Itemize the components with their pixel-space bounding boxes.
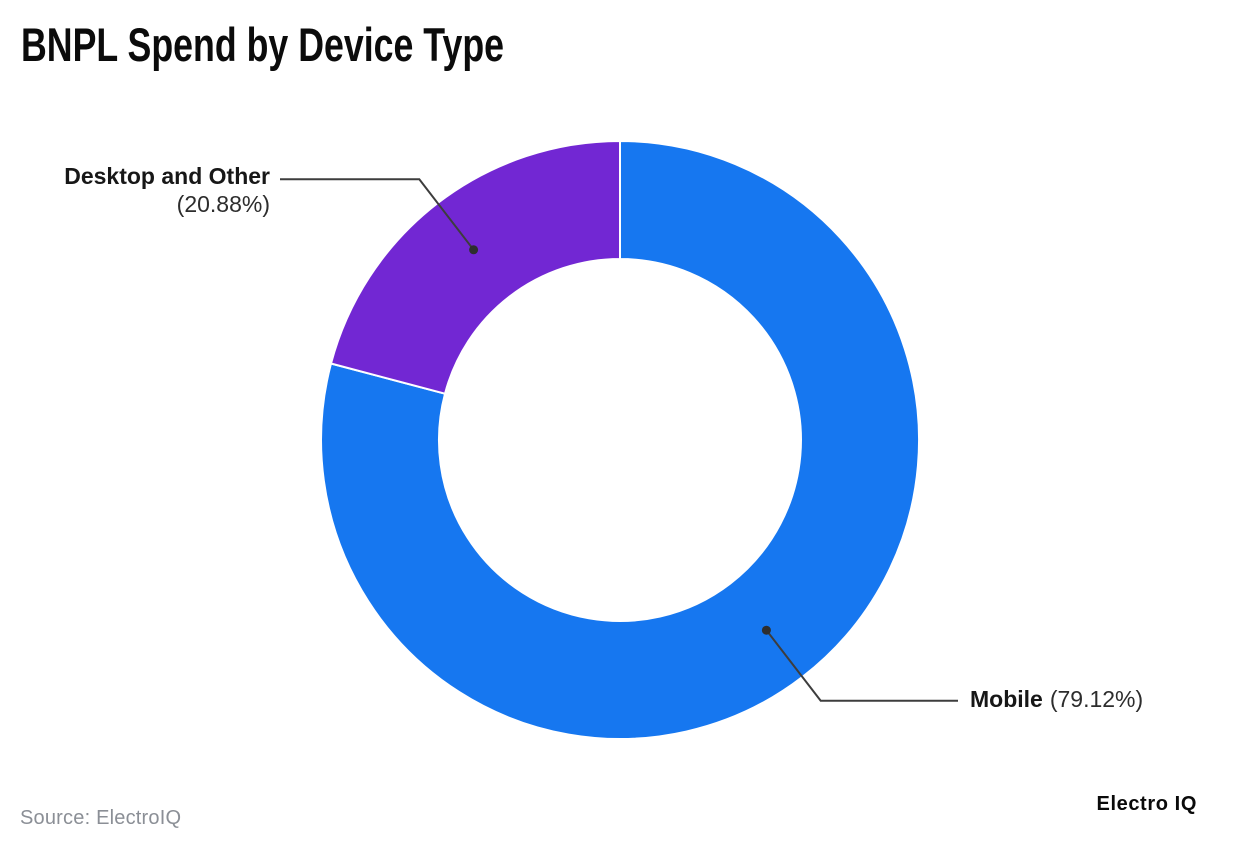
leader-dot-mobile: [761, 625, 771, 635]
leader-dot-desktop-and-other: [469, 245, 479, 255]
leader-line-desktop-and-other: [280, 178, 475, 251]
pie-slice-desktop-and-other: [329, 139, 621, 395]
chart-title: BNPL Spend by Device Type: [21, 18, 505, 71]
source-note: Source: ElectroIQ: [20, 807, 182, 829]
leader-line-mobile: [765, 629, 958, 702]
label-mobile: Mobile (79.12%): [970, 687, 1143, 711]
slice-percent-mobile: (79.12%): [1049, 686, 1144, 712]
slice-label-mobile: Mobile: [970, 686, 1043, 712]
label-desktop-and-other: Desktop and Other (20.88%): [64, 162, 270, 218]
slice-label-desktop-and-other: Desktop and Other: [64, 163, 270, 189]
brand-logo: Electro IQ: [1096, 793, 1197, 815]
slice-percent-desktop-and-other: (20.88%): [176, 191, 270, 217]
pie-slice-mobile: [320, 139, 921, 740]
